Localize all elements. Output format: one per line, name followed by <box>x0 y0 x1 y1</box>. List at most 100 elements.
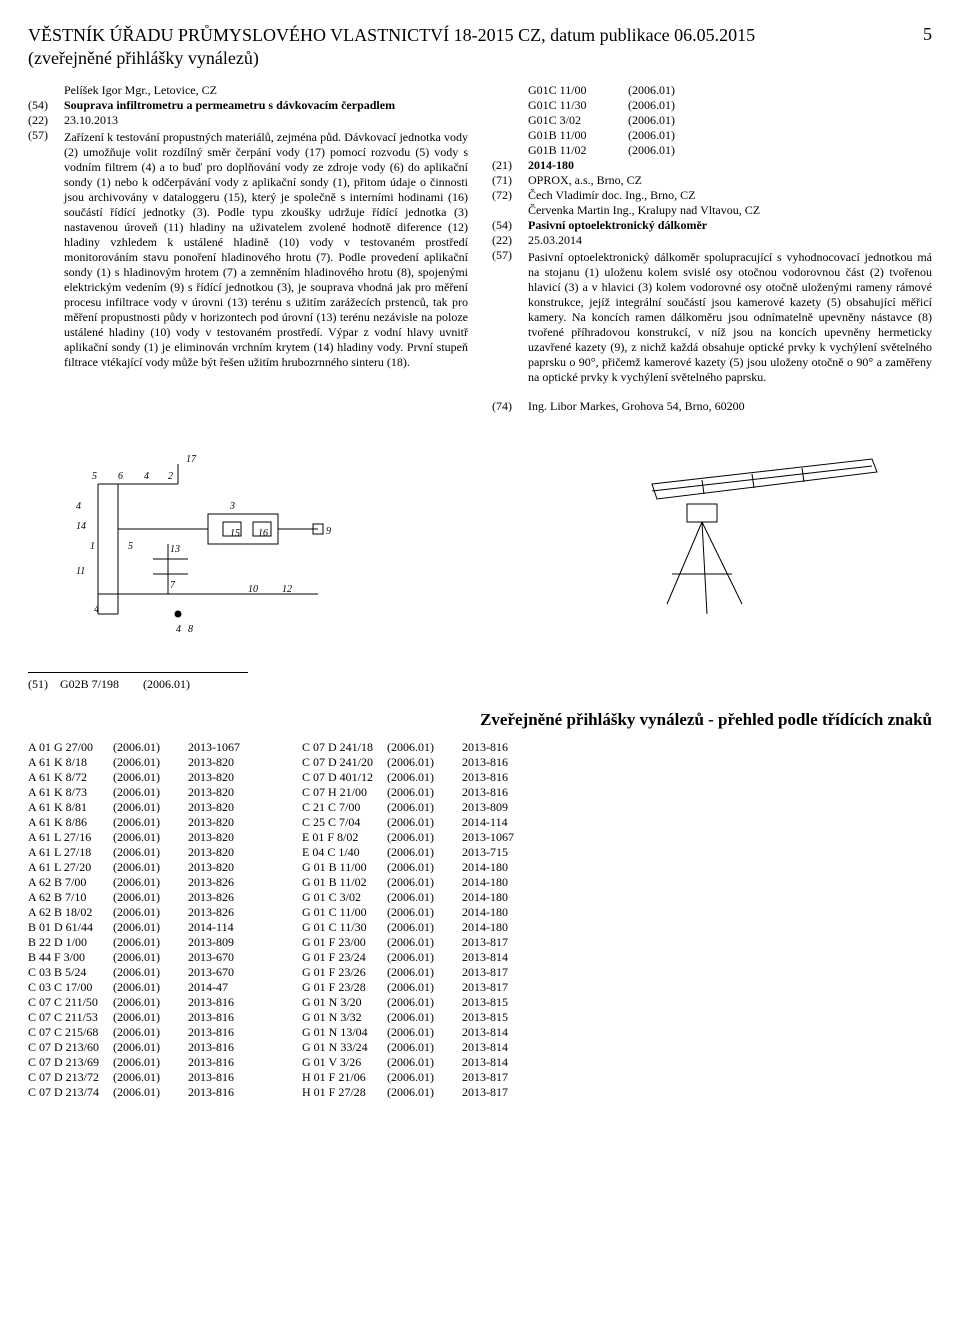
figure-right <box>492 434 932 644</box>
table-cell: 2013-816 <box>188 1010 254 1025</box>
table-cell: 2013-816 <box>188 1085 254 1100</box>
table-cell: (2006.01) <box>113 845 188 860</box>
table-row: H 01 F 27/28(2006.01)2013-817 <box>302 1085 528 1100</box>
table-cell: 2013-809 <box>462 800 528 815</box>
table-row: G 01 B 11/02(2006.01)2014-180 <box>302 875 528 890</box>
table-cell: B 44 F 3/00 <box>28 950 113 965</box>
inid-54: (54) <box>492 218 528 233</box>
table-cell: C 07 D 213/60 <box>28 1040 113 1055</box>
cls-code: G01B 11/00 <box>528 128 628 143</box>
right-inventor1: Čech Vladimír doc. Ing., Brno, CZ <box>528 188 932 203</box>
table-cell: (2006.01) <box>113 830 188 845</box>
table-cell: A 61 L 27/20 <box>28 860 113 875</box>
svg-text:7: 7 <box>170 580 176 591</box>
class-table-left: A 01 G 27/00(2006.01)2013-1067A 61 K 8/1… <box>28 740 254 1100</box>
table-cell: (2006.01) <box>113 755 188 770</box>
table-row: C 07 H 21/00(2006.01)2013-816 <box>302 785 528 800</box>
table-cell: (2006.01) <box>387 1085 462 1100</box>
table-cell: 2013-670 <box>188 965 254 980</box>
table-cell: 2013-817 <box>462 1070 528 1085</box>
cls-ver: (2006.01) <box>628 143 708 158</box>
table-cell: G 01 B 11/02 <box>302 875 387 890</box>
table-cell: (2006.01) <box>387 965 462 980</box>
table-cell: C 07 H 21/00 <box>302 785 387 800</box>
table-cell: 2013-820 <box>188 845 254 860</box>
table-cell: 2014-114 <box>188 920 254 935</box>
table-row: C 03 C 17/00(2006.01)2014-47 <box>28 980 254 995</box>
table-row: C 07 D 401/12(2006.01)2013-816 <box>302 770 528 785</box>
svg-text:16: 16 <box>258 528 268 539</box>
table-cell: 2013-816 <box>462 740 528 755</box>
table-cell: 2013-817 <box>462 965 528 980</box>
svg-text:5: 5 <box>92 471 97 482</box>
table-cell: (2006.01) <box>387 815 462 830</box>
table-cell: (2006.01) <box>387 905 462 920</box>
table-row: H 01 F 21/06(2006.01)2013-817 <box>302 1070 528 1085</box>
right-inventor2: Červenka Martin Ing., Kralupy nad Vltavo… <box>528 203 932 218</box>
table-cell: (2006.01) <box>113 980 188 995</box>
table-cell: 2013-817 <box>462 935 528 950</box>
table-row: G 01 N 33/24(2006.01)2013-814 <box>302 1040 528 1055</box>
table-cell: 2014-180 <box>462 875 528 890</box>
table-cell: G 01 N 33/24 <box>302 1040 387 1055</box>
subsection-code: (51) G02B 7/198 (2006.01) <box>28 677 932 692</box>
table-cell: H 01 F 21/06 <box>302 1070 387 1085</box>
table-cell: (2006.01) <box>387 1040 462 1055</box>
table-row: B 01 D 61/44(2006.01)2014-114 <box>28 920 254 935</box>
table-cell: G 01 N 3/20 <box>302 995 387 1010</box>
svg-text:2: 2 <box>168 471 173 482</box>
table-cell: C 07 D 213/74 <box>28 1085 113 1100</box>
table-row: C 07 C 211/50(2006.01)2013-816 <box>28 995 254 1010</box>
table-cell: G 01 N 3/32 <box>302 1010 387 1025</box>
table-cell: A 62 B 7/00 <box>28 875 113 890</box>
table-cell: C 25 C 7/04 <box>302 815 387 830</box>
table-cell: (2006.01) <box>113 860 188 875</box>
class-table-right: C 07 D 241/18(2006.01)2013-816C 07 D 241… <box>302 740 528 1100</box>
figure-left: 17 5642 4 14 1513 11 7 4 48 3 9 1516 10 … <box>28 434 468 644</box>
table-cell: 2013-817 <box>462 1085 528 1100</box>
table-cell: C 07 C 215/68 <box>28 1025 113 1040</box>
cls-ver: (2006.01) <box>628 98 708 113</box>
table-row: G 01 F 23/28(2006.01)2013-817 <box>302 980 528 995</box>
table-row: C 07 C 211/53(2006.01)2013-816 <box>28 1010 254 1025</box>
table-cell: A 61 K 8/86 <box>28 815 113 830</box>
table-cell: A 62 B 7/10 <box>28 890 113 905</box>
table-cell: 2013-816 <box>188 995 254 1010</box>
table-cell: 2013-670 <box>188 950 254 965</box>
blank-inid <box>492 203 528 218</box>
table-row: G 01 N 3/20(2006.01)2013-815 <box>302 995 528 1010</box>
table-cell: 2013-715 <box>462 845 528 860</box>
table-cell: (2006.01) <box>113 1025 188 1040</box>
table-row: C 03 B 5/24(2006.01)2013-670 <box>28 965 254 980</box>
table-cell: (2006.01) <box>113 995 188 1010</box>
table-row: C 07 D 213/69(2006.01)2013-816 <box>28 1055 254 1070</box>
table-cell: A 61 K 8/81 <box>28 800 113 815</box>
table-cell: G 01 F 23/00 <box>302 935 387 950</box>
table-cell: (2006.01) <box>387 845 462 860</box>
table-cell: (2006.01) <box>387 1025 462 1040</box>
table-cell: 2014-47 <box>188 980 254 995</box>
table-cell: (2006.01) <box>387 1010 462 1025</box>
table-row: C 07 C 215/68(2006.01)2013-816 <box>28 1025 254 1040</box>
table-cell: (2006.01) <box>387 800 462 815</box>
table-cell: C 07 D 401/12 <box>302 770 387 785</box>
table-cell: 2013-816 <box>462 755 528 770</box>
classification-codes: G01C 11/00(2006.01) G01C 11/30(2006.01) … <box>492 83 932 158</box>
document-title: VĚSTNÍK ÚŘADU PRŮMYSLOVÉHO VLASTNICTVÍ 1… <box>28 24 755 69</box>
table-cell: 2013-820 <box>188 800 254 815</box>
page-number: 5 <box>903 24 932 45</box>
cls-code: G01C 3/02 <box>528 113 628 128</box>
table-cell: G 01 F 23/24 <box>302 950 387 965</box>
table-row: C 07 D 213/72(2006.01)2013-816 <box>28 1070 254 1085</box>
table-cell: 2013-826 <box>188 905 254 920</box>
table-cell: 2013-814 <box>462 1025 528 1040</box>
svg-text:4: 4 <box>94 604 99 615</box>
cls-ver: (2006.01) <box>628 83 708 98</box>
table-cell: C 07 C 211/50 <box>28 995 113 1010</box>
table-cell: (2006.01) <box>113 1055 188 1070</box>
title-line-1: VĚSTNÍK ÚŘADU PRŮMYSLOVÉHO VLASTNICTVÍ 1… <box>28 25 755 45</box>
table-row: A 61 K 8/72(2006.01)2013-820 <box>28 770 254 785</box>
table-cell: 2013-817 <box>462 980 528 995</box>
table-cell: G 01 N 13/04 <box>302 1025 387 1040</box>
table-cell: 2013-816 <box>188 1025 254 1040</box>
